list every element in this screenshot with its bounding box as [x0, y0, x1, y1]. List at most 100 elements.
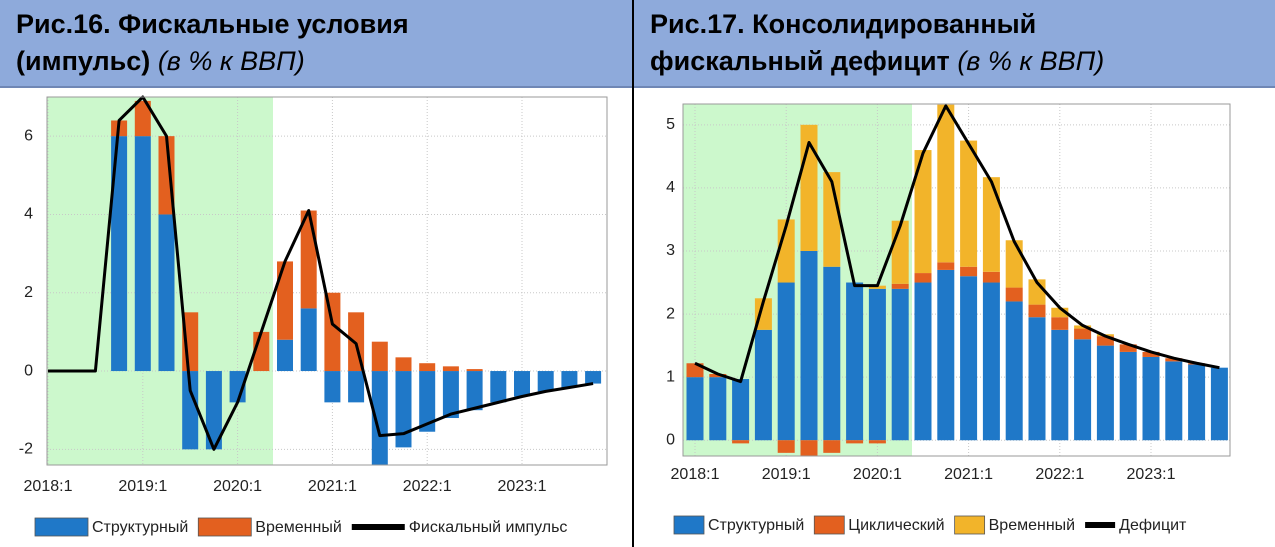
line [48, 95, 594, 451]
bar [982, 177, 1000, 272]
bar [846, 282, 864, 441]
y-tick-label: 3 [666, 242, 675, 259]
bar [1188, 364, 1206, 441]
bar [891, 288, 909, 441]
bar [800, 440, 818, 456]
bar [158, 214, 175, 372]
bar [324, 371, 341, 403]
bar [300, 308, 317, 372]
legend-swatch [197, 517, 252, 537]
bar [754, 298, 772, 330]
bar [823, 440, 841, 453]
bar [754, 329, 772, 441]
bar [419, 363, 436, 372]
x-tick-label: 2022:1 [403, 478, 452, 495]
bar [585, 371, 602, 384]
x-tick-label: 2023:1 [1127, 466, 1176, 483]
y-tick-label: 0 [666, 431, 675, 448]
chart-subtitle: (в % к ВВП) [157, 46, 305, 76]
bar [466, 371, 483, 411]
bar [395, 371, 412, 448]
bar [982, 271, 1000, 283]
y-tick-label: 5 [666, 116, 675, 133]
bar [1028, 317, 1046, 441]
x-tick-label: 2018:1 [24, 478, 73, 495]
bar [686, 377, 704, 441]
bar [868, 440, 886, 444]
y-tick-label: 4 [666, 179, 675, 196]
y-tick-label: 0 [24, 362, 33, 379]
bar [732, 379, 750, 441]
bar [1119, 344, 1137, 352]
bar [134, 100, 151, 137]
bar [1051, 307, 1069, 318]
y-tick-label: 1 [666, 368, 675, 385]
bar [1142, 356, 1160, 441]
bar [1051, 317, 1069, 330]
bar [134, 136, 151, 372]
bar [348, 371, 365, 403]
x-tick-label: 2019:1 [762, 466, 811, 483]
bar [561, 371, 578, 388]
bar [324, 292, 341, 372]
legend-label: Структурный [708, 517, 804, 534]
x-tick-label: 2023:1 [498, 478, 547, 495]
bar [371, 371, 388, 465]
bar [1096, 345, 1114, 441]
legend-swatch [351, 524, 405, 530]
bar [914, 150, 932, 274]
bar [891, 283, 909, 289]
y-tick-label: -2 [19, 441, 33, 458]
bar [868, 288, 886, 441]
bar [1142, 351, 1160, 357]
line [694, 104, 1220, 384]
bar [182, 371, 199, 450]
bar [914, 282, 932, 441]
legend-swatch [1085, 522, 1116, 528]
bar [205, 371, 222, 450]
x-tick-label: 2020:1 [213, 478, 262, 495]
bar [914, 273, 932, 283]
x-tick-label: 2022:1 [1035, 466, 1084, 483]
bar [1051, 329, 1069, 441]
bar [777, 282, 795, 441]
bar [1210, 367, 1228, 441]
y-tick-label: 2 [666, 305, 675, 322]
bar [891, 220, 909, 284]
bar [732, 440, 750, 444]
bar [937, 269, 955, 441]
legend-label: Дефицит [1119, 517, 1187, 534]
plot-frame [682, 103, 1231, 457]
header: Рис.17. Консолидированный фискальный деф… [634, 0, 1275, 88]
chart: -2 0 2 4 6 2018:1 2019:1 2020:1 2021:1 2022:1 2023… [19, 95, 608, 537]
legend-label: Временный [255, 519, 341, 536]
bar [1074, 339, 1092, 441]
bar [937, 104, 955, 263]
bar [800, 250, 818, 441]
bar [1005, 301, 1023, 441]
bar [777, 440, 795, 453]
y-tick-label: 2 [24, 284, 33, 301]
bar [868, 285, 886, 289]
bar [1074, 328, 1092, 340]
bar [960, 276, 978, 441]
chart: 0 1 2 3 4 5 2018:1 2019:1 2020:1 2021:1 2022:1 2023… [666, 103, 1231, 535]
x-tick-label: 2021:1 [308, 478, 357, 495]
bar [466, 369, 483, 372]
bar [1165, 361, 1183, 441]
bar [1005, 240, 1023, 288]
legend-label: Временный [989, 517, 1075, 534]
bar [823, 266, 841, 441]
legend-swatch [673, 515, 705, 535]
bar [395, 357, 412, 372]
y-tick-label: 4 [24, 206, 33, 223]
divider [632, 0, 634, 547]
bar [442, 366, 459, 372]
legend-swatch [954, 515, 986, 535]
bar [937, 262, 955, 270]
x-tick-label: 2018:1 [671, 466, 720, 483]
x-tick-label: 2021:1 [944, 466, 993, 483]
bar [960, 140, 978, 267]
bar [960, 266, 978, 277]
